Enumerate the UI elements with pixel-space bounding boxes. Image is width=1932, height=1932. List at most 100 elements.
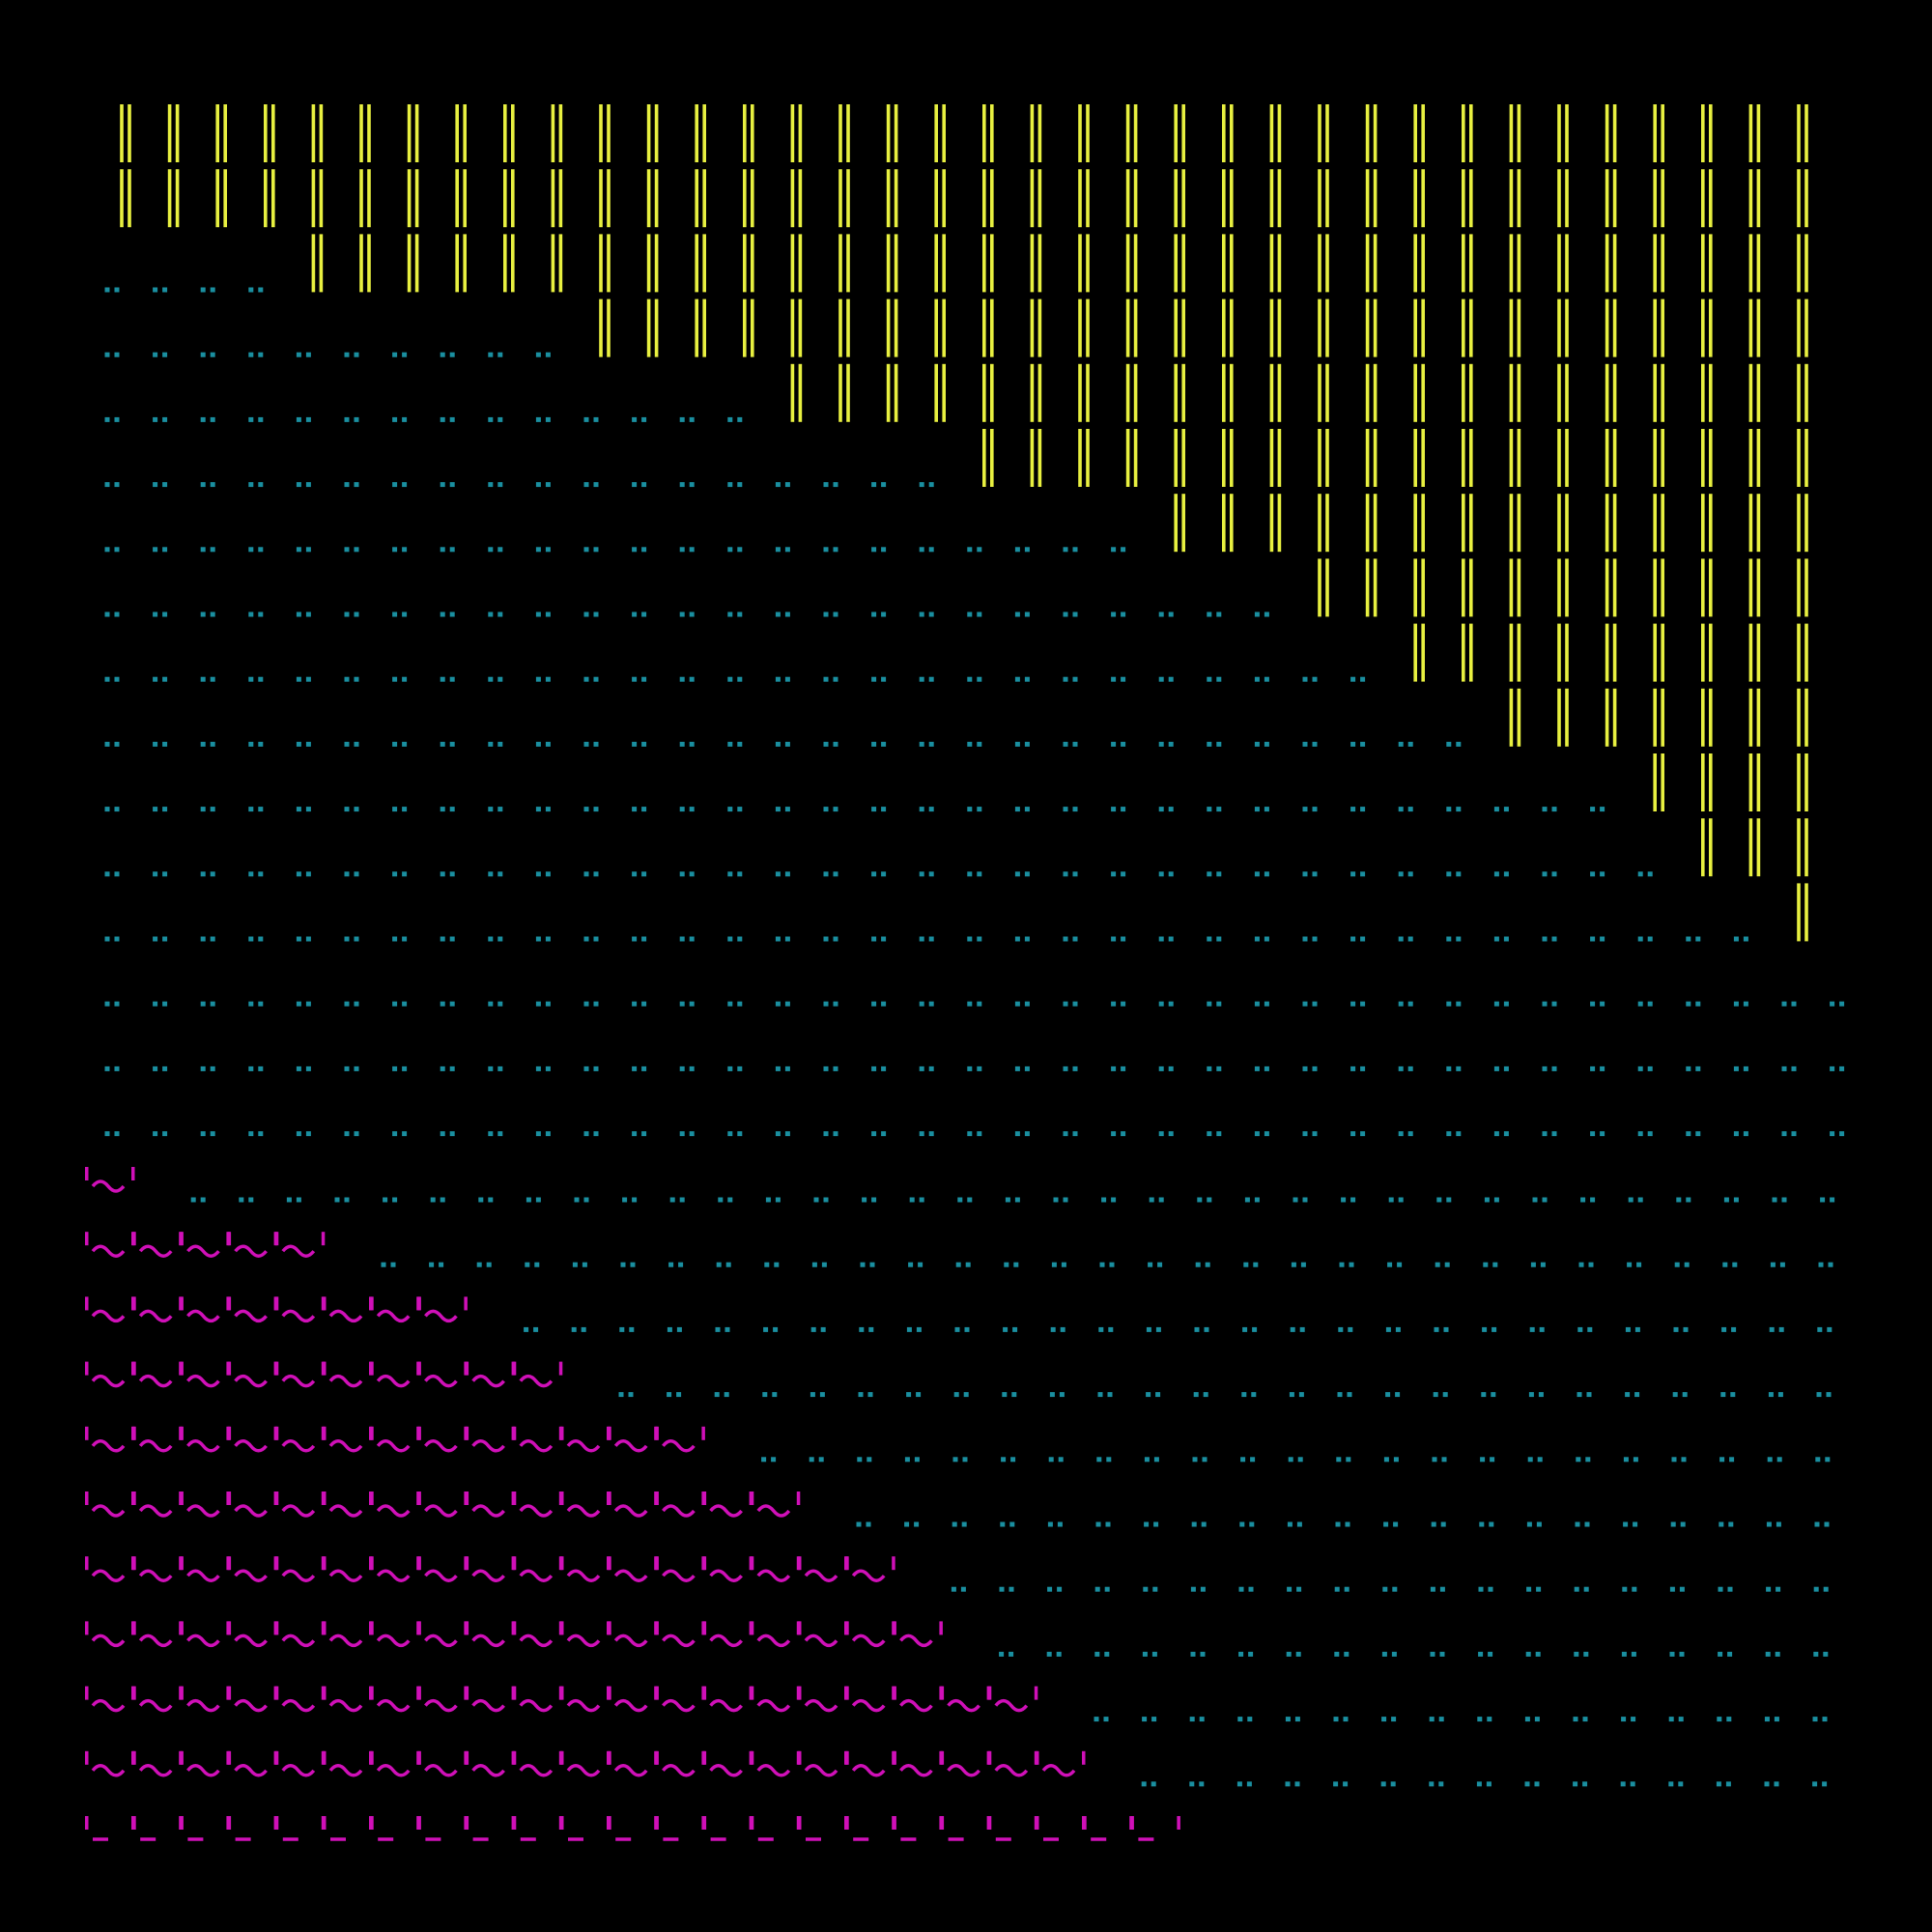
dot-glyph xyxy=(762,1392,778,1398)
wave-glyph-layer xyxy=(85,1167,1180,1841)
dot-glyph xyxy=(1830,1131,1845,1137)
dot-glyph xyxy=(1669,1586,1685,1592)
bar-glyph xyxy=(1653,429,1664,487)
dot-glyph xyxy=(248,807,264,812)
bar-glyph-layer xyxy=(120,104,1808,942)
dot-glyph xyxy=(919,936,934,942)
dot-glyph xyxy=(1674,1262,1690,1267)
dot-glyph xyxy=(1733,1001,1748,1007)
bar-glyph xyxy=(1605,363,1617,422)
dot-glyph xyxy=(871,1131,887,1137)
dot-glyph xyxy=(1385,1326,1401,1332)
dot-glyph xyxy=(1484,1197,1499,1203)
bar-glyph xyxy=(1653,104,1664,162)
dot-glyph xyxy=(248,611,264,617)
dot-glyph xyxy=(904,1457,920,1463)
bar-glyph xyxy=(1030,104,1042,162)
bar-glyph xyxy=(838,298,850,357)
dot-glyph xyxy=(1335,1521,1350,1527)
dot-glyph xyxy=(775,611,790,617)
dot-glyph xyxy=(632,807,647,812)
dot-glyph xyxy=(344,676,359,682)
dot-glyph xyxy=(1493,936,1509,942)
dot-glyph xyxy=(1781,1131,1797,1137)
dot-glyph xyxy=(1781,1001,1797,1007)
dot-glyph xyxy=(583,676,599,682)
dot-glyph xyxy=(440,547,455,553)
bar-glyph xyxy=(503,104,515,162)
dot-glyph xyxy=(1048,1457,1064,1463)
bar-glyph xyxy=(1748,753,1761,811)
bar-glyph xyxy=(1557,429,1569,487)
bar-glyph xyxy=(1748,169,1761,228)
dot-glyph xyxy=(823,611,838,617)
dot-glyph xyxy=(775,1001,790,1007)
bar-glyph xyxy=(1797,558,1808,617)
bar-glyph xyxy=(599,234,611,293)
dot-glyph xyxy=(296,1131,311,1137)
dot-glyph xyxy=(1207,936,1222,942)
dot-glyph xyxy=(1718,1586,1733,1592)
bar-glyph xyxy=(311,234,324,293)
dot-glyph xyxy=(1433,1392,1448,1398)
dot-glyph xyxy=(1668,1717,1684,1722)
dot-glyph xyxy=(1830,1001,1845,1007)
dot-glyph xyxy=(954,1326,970,1332)
dot-glyph xyxy=(862,1197,877,1203)
dot-glyph xyxy=(153,416,168,422)
dot-glyph xyxy=(1772,1197,1787,1203)
dot-glyph xyxy=(679,1131,695,1137)
bar-glyph xyxy=(120,169,131,228)
bar-glyph xyxy=(695,104,706,162)
dot-glyph xyxy=(1302,871,1318,877)
dot-glyph xyxy=(1429,1781,1444,1787)
dot-glyph xyxy=(535,807,551,812)
dot-glyph xyxy=(535,741,551,747)
dot-glyph xyxy=(1158,676,1174,682)
bar-glyph xyxy=(1078,429,1090,487)
bar-glyph xyxy=(886,298,898,357)
dot-glyph xyxy=(104,611,120,617)
bar-glyph xyxy=(311,104,324,162)
dot-glyph xyxy=(667,1392,682,1398)
dot-glyph xyxy=(1542,1001,1557,1007)
wave-glyph xyxy=(85,1167,135,1193)
dot-glyph xyxy=(1302,936,1318,942)
bar-glyph xyxy=(1174,298,1185,357)
dot-glyph xyxy=(1398,871,1413,877)
dot-glyph xyxy=(1398,741,1413,747)
dot-glyph xyxy=(488,741,503,747)
dot-glyph xyxy=(153,1065,168,1071)
dot-glyph xyxy=(1590,1065,1605,1071)
dot-glyph xyxy=(392,1001,408,1007)
bar-glyph xyxy=(1365,363,1378,422)
dot-glyph xyxy=(440,936,455,942)
dot-glyph xyxy=(583,611,599,617)
dot-glyph xyxy=(478,1197,494,1203)
dot-glyph xyxy=(200,352,215,357)
bar-glyph xyxy=(1222,429,1234,487)
dot-glyph xyxy=(1141,1781,1156,1787)
bar-glyph xyxy=(1797,883,1808,942)
bar-glyph xyxy=(1269,234,1282,293)
dot-glyph xyxy=(153,352,168,357)
dot-glyph xyxy=(392,352,408,357)
bar-glyph xyxy=(1413,104,1425,162)
dot-glyph xyxy=(1047,1521,1063,1527)
dot-glyph xyxy=(727,676,743,682)
dot-glyph xyxy=(668,1262,684,1267)
bar-glyph xyxy=(1078,169,1090,228)
dot-glyph xyxy=(392,807,408,812)
dot-glyph xyxy=(1350,871,1366,877)
dot-glyph xyxy=(1193,1392,1208,1398)
dot-glyph xyxy=(1398,936,1413,942)
dot-glyph xyxy=(1493,871,1509,877)
dot-glyph xyxy=(679,871,695,877)
dot-glyph xyxy=(813,1197,829,1203)
bar-glyph xyxy=(264,104,275,162)
bar-glyph xyxy=(982,104,994,162)
dot-glyph xyxy=(1338,1326,1353,1332)
dot-glyph xyxy=(392,936,408,942)
bar-glyph xyxy=(934,298,946,357)
dot-glyph xyxy=(104,482,120,488)
